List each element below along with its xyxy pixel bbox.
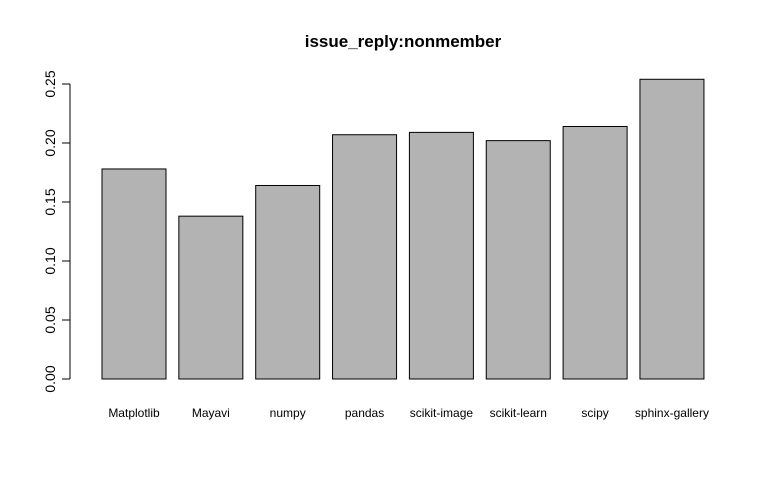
x-tick-label: numpy [270, 406, 306, 420]
y-tick-label: 0.20 [42, 129, 58, 156]
y-axis: 0.00 0.05 0.10 0.15 0.20 0.25 [42, 70, 71, 393]
x-tick-label: Matplotlib [108, 406, 160, 420]
x-tick-label: pandas [345, 406, 384, 420]
x-tick-label: sphinx-gallery [635, 406, 709, 420]
y-tick-label: 0.25 [42, 70, 58, 97]
bar [255, 184, 321, 380]
bar [178, 215, 244, 380]
x-tick-label: scikit-learn [490, 406, 547, 420]
x-tick-label: Mayavi [192, 406, 230, 420]
bar [562, 125, 628, 380]
bar [485, 140, 551, 380]
bar [101, 168, 167, 380]
y-tick-label: 0.15 [42, 188, 58, 215]
bars [101, 78, 705, 380]
y-tick-label: 0.00 [42, 365, 58, 392]
x-axis-labels: Matplotlib Mayavi numpy pandas scikit-image s… [108, 406, 709, 420]
x-tick-label: scipy [581, 406, 608, 420]
y-tick-label: 0.05 [42, 306, 58, 333]
chart-title: issue_reply:nonmember [305, 32, 502, 51]
bar [639, 78, 705, 380]
bar [332, 134, 398, 380]
x-tick-label: scikit-image [410, 406, 474, 420]
bar [408, 131, 474, 380]
y-tick-label: 0.10 [42, 247, 58, 274]
